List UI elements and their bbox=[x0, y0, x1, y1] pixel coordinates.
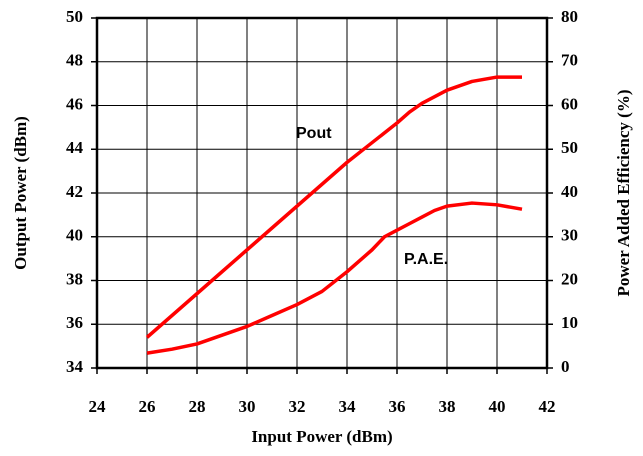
line-series bbox=[146, 201, 523, 355]
annotation: P.A.E. bbox=[404, 251, 448, 268]
annotation: Pout bbox=[296, 125, 332, 142]
y2-tick-label: 30 bbox=[561, 226, 578, 245]
x-tick-label: 34 bbox=[339, 397, 357, 416]
y-tick-label: 38 bbox=[66, 269, 83, 288]
x-tick-label: 26 bbox=[139, 397, 156, 416]
x-tick-label: 24 bbox=[89, 397, 107, 416]
y-tick-label: 44 bbox=[66, 138, 84, 157]
line-series bbox=[145, 75, 522, 339]
x-tick-label: 30 bbox=[239, 397, 256, 416]
x-tick-label: 42 bbox=[539, 397, 556, 416]
y2-tick-label: 70 bbox=[561, 51, 578, 70]
x-axis-label: Input Power (dBm) bbox=[251, 427, 392, 446]
x-tick-label: 38 bbox=[439, 397, 456, 416]
y-tick-label: 50 bbox=[66, 7, 83, 26]
x-tick-label: 40 bbox=[489, 397, 506, 416]
x-tick-label: 28 bbox=[189, 397, 206, 416]
y-axis-label: Output Power (dBm) bbox=[11, 116, 30, 270]
y2-tick-label: 10 bbox=[561, 313, 578, 332]
x-tick-label: 32 bbox=[289, 397, 306, 416]
y2-tick-label: 50 bbox=[561, 138, 578, 157]
y-tick-label: 46 bbox=[66, 94, 83, 113]
y2-tick-label: 0 bbox=[561, 357, 570, 376]
x-tick-label: 36 bbox=[389, 397, 406, 416]
y2-tick-label: 20 bbox=[561, 269, 578, 288]
plot-frame bbox=[95, 16, 549, 370]
y2-tick-label: 80 bbox=[561, 7, 578, 26]
y-tick-label: 40 bbox=[66, 226, 83, 245]
y2-axis-label: Power Added Efficiency (%) bbox=[614, 90, 633, 297]
y-tick-label: 36 bbox=[66, 313, 83, 332]
y2-tick-label: 60 bbox=[561, 94, 578, 113]
y2-tick-label: 40 bbox=[561, 182, 578, 201]
y-tick-label: 34 bbox=[66, 357, 84, 376]
y-tick-label: 48 bbox=[66, 51, 83, 70]
y-tick-label: 42 bbox=[66, 182, 83, 201]
